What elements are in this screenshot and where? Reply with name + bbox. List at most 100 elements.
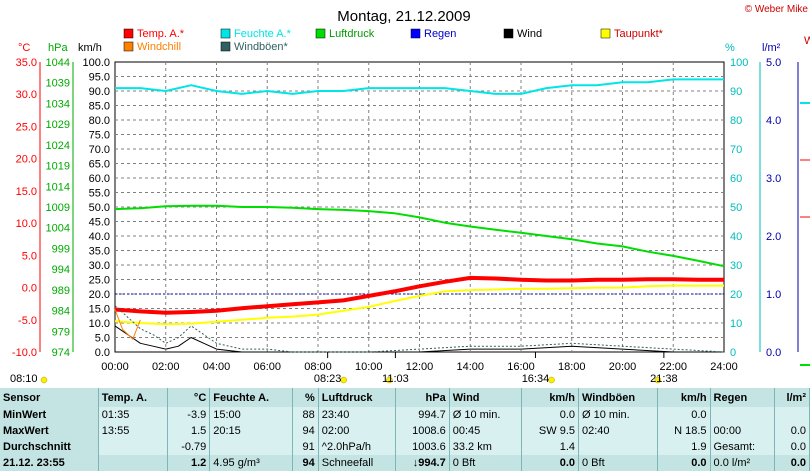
stats-cell [578, 439, 659, 455]
pressure-tick-label: 1039 [46, 78, 70, 90]
pressure-tick-label: 1014 [46, 181, 70, 193]
sun-icon [654, 376, 662, 384]
wind-tick-label: 25.0 [89, 275, 110, 287]
legend-label: Wind [517, 28, 542, 40]
stats-cell: 0.0 [774, 439, 810, 455]
stats-cell: 0.0 [521, 407, 579, 424]
stats-cell: 20:15 [209, 423, 294, 440]
sun-event-label: 08:10 [10, 373, 38, 385]
temp-tick-label: -10.0 [12, 347, 37, 359]
stats-row-label: 21.12. 23:55 [0, 455, 99, 471]
stats-cell: 994.7 [395, 407, 450, 424]
rain-tick-label: 3.0 [766, 173, 781, 185]
stats-cell: 0.0 [657, 455, 711, 471]
stats-cell [98, 439, 168, 455]
legend-label: Taupunkt* [614, 28, 664, 40]
legend-label: Temp. A.* [137, 28, 185, 40]
wind-tick-label: 70.0 [89, 144, 110, 156]
stats-cell: 0.0 [521, 455, 579, 471]
stats-cell: 0.0 [657, 407, 711, 424]
humidity-tick-label: 50 [730, 202, 742, 214]
temp-tick-label: 30.0 [16, 89, 37, 101]
stats-cell [209, 439, 294, 455]
stats-header: Sensor [0, 388, 99, 408]
sun-event-label: 11:03 [382, 373, 409, 385]
pressure-tick-label: 989 [52, 285, 70, 297]
wind-tick-label: 35.0 [89, 246, 110, 258]
temp-tick-label: 25.0 [16, 121, 37, 133]
wind-tick-label: 15.0 [89, 304, 110, 316]
stats-cell: N 18.5 [657, 423, 711, 440]
series-line-windchill [114, 309, 141, 340]
wind-tick-label: 50.0 [89, 202, 110, 214]
chart-title: Montag, 21.12.2009 [337, 8, 470, 25]
stats-cell: 02:40 [578, 423, 659, 440]
series-line-taupunkt [114, 284, 724, 326]
rain-tick-label: 0.0 [766, 347, 781, 359]
humidity-axis-unit: % [725, 42, 735, 54]
time-tick-label: 22:00 [659, 361, 687, 373]
stats-row-min: MinWert 01:35 -3.9 15:00 88 23:40 994.7 … [0, 407, 810, 424]
statistics-table: Sensor Temp. A. °C Feuchte A. % Luftdruc… [0, 388, 810, 471]
stats-cell: -3.9 [167, 407, 211, 424]
legend-label: Windchill [137, 41, 181, 53]
sun-events: 08:10 08:23 11:03 16:34 21:38 [10, 352, 678, 385]
series-line-windb-en [114, 305, 725, 353]
stats-cell: SW 9.5 [521, 423, 579, 440]
humidity-tick-label: 80 [730, 115, 742, 127]
stats-cell: 23:40 [318, 407, 396, 424]
humidity-tick-label: 60 [730, 173, 742, 185]
stats-cell: 94 [292, 455, 319, 471]
grid-lines [115, 62, 724, 352]
legend-swatch [503, 28, 514, 39]
legend-swatch [315, 28, 326, 39]
pressure-tick-label: 974 [52, 347, 70, 359]
sun-icon [40, 376, 48, 384]
stats-cell [774, 407, 810, 424]
chart-canvas: Montag, 21.12.2009 © Weber Mike W Temp. … [10, 4, 810, 385]
wind-tick-label: 0.0 [95, 347, 110, 359]
wind-tick-label: 60.0 [89, 173, 110, 185]
legend-swatch [220, 28, 231, 39]
wind-tick-label: 95.0 [89, 72, 110, 84]
stats-cell: 1.5 [167, 423, 211, 440]
time-tick-label: 12:00 [406, 361, 434, 373]
pressure-axis-unit: hPa [48, 42, 68, 54]
time-tick-label: 20:00 [609, 361, 637, 373]
temp-tick-label: 20.0 [16, 154, 37, 166]
wind-tick-label: 30.0 [89, 260, 110, 272]
stats-cell [98, 455, 168, 471]
sun-event-label: 21:38 [650, 373, 678, 385]
stats-row-label: MinWert [0, 407, 99, 424]
wind-tick-label: 40.0 [89, 231, 110, 243]
stats-cell: 02:00 [318, 423, 396, 440]
sun-icon [548, 376, 555, 384]
copyright-text: © Weber Mike [745, 4, 809, 15]
humidity-tick-label: 70 [730, 144, 742, 156]
humidity-tick-label: 30 [730, 260, 742, 272]
chart-legend: Temp. A.* Feuchte A.* Luftdruck Regen Wind Ta… [123, 28, 664, 53]
rain-tick-label: 2.0 [766, 231, 781, 243]
series-line-temp-a [114, 275, 724, 315]
wind-tick-label: 90.0 [89, 86, 110, 98]
stats-cell: 0.0 [774, 455, 810, 471]
sun-event-label: 16:34 [522, 373, 550, 385]
series-line-luftdruck [114, 204, 725, 268]
series-line-wind [114, 325, 724, 353]
stats-cell: Schneefall [318, 455, 396, 471]
temp-tick-label: 5.0 [22, 250, 37, 262]
stats-header: hPa [395, 388, 450, 408]
legend-label: Feuchte A.* [234, 28, 292, 40]
rain-tick-label: 1.0 [766, 289, 781, 301]
pressure-tick-label: 1024 [46, 140, 70, 152]
stats-row-label: MaxWert [0, 423, 99, 440]
stats-cell: Ø 10 min. [578, 407, 659, 424]
pressure-tick-label: 984 [52, 306, 70, 318]
stats-header: Windböen [578, 388, 659, 408]
stats-header-row: Sensor Temp. A. °C Feuchte A. % Luftdruc… [0, 388, 810, 408]
humidity-tick-label: 10 [730, 318, 742, 330]
wind-axis-unit: km/h [78, 42, 102, 54]
humidity-tick-label: 0 [730, 347, 736, 359]
stats-cell [710, 407, 775, 424]
legend-swatch [220, 41, 231, 52]
